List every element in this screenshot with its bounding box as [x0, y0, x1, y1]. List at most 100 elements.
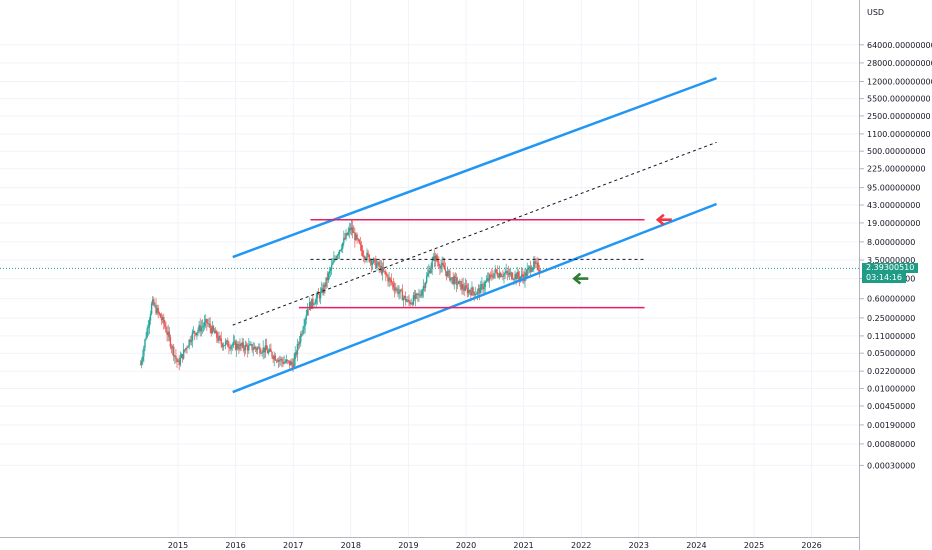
candle-body: [438, 261, 440, 266]
candle-body: [507, 272, 510, 275]
x-tick-label: 2023: [629, 541, 649, 550]
candle-body: [520, 274, 523, 277]
candle-body: [483, 286, 485, 290]
candle-body: [398, 292, 400, 294]
candle-body: [223, 345, 226, 346]
candle-body: [247, 346, 249, 351]
candle-body: [219, 336, 221, 339]
candle-body: [455, 277, 458, 285]
candle-body: [462, 284, 464, 289]
candle-body: [514, 274, 516, 280]
y-tick-label: 28000.00000000: [867, 59, 932, 68]
candle-body: [495, 269, 497, 272]
candle-body: [187, 346, 189, 348]
candle-body: [283, 362, 285, 364]
candle-body: [139, 364, 142, 366]
y-tick-label: 225.00000000: [867, 165, 926, 174]
candle-body: [274, 355, 277, 361]
candle-body: [453, 276, 455, 284]
candle-body: [191, 331, 194, 341]
candle-body: [303, 326, 305, 330]
candle-body: [338, 250, 341, 255]
candle-body: [210, 327, 212, 334]
price-axis[interactable]: 64000.00000000 28000.00000000 12000.000000…: [860, 41, 932, 471]
candle-body: [475, 293, 478, 295]
candle-body: [165, 326, 167, 333]
candle-body: [409, 301, 411, 305]
x-tick-label: 2024: [686, 541, 706, 550]
candle-body: [445, 271, 448, 277]
candle-body: [329, 269, 332, 271]
candle-body: [478, 288, 481, 294]
candle-body: [369, 260, 372, 262]
candle-body: [309, 302, 312, 309]
candle-body: [205, 319, 207, 322]
candle-body: [525, 272, 527, 276]
candle-body: [491, 274, 493, 277]
candle-body: [420, 295, 422, 297]
candle-body: [454, 276, 457, 278]
candle-body: [245, 344, 248, 347]
candle-body: [178, 360, 180, 365]
candle-body: [152, 299, 154, 304]
candle-body: [300, 333, 302, 343]
candle-body: [363, 256, 365, 257]
candle-body: [175, 355, 177, 359]
candle-body: [372, 258, 375, 263]
candle-body: [179, 358, 182, 365]
candle-body: [273, 355, 275, 360]
candle-body: [482, 284, 484, 290]
candle-body: [279, 359, 281, 361]
candle-body: [451, 277, 453, 278]
candle-body: [504, 273, 506, 274]
candle-body: [222, 345, 225, 347]
time-axis[interactable]: 2015 2016 2017 2018 2019 2020 2021 2022 2023 2024…: [168, 541, 822, 550]
candle-body: [503, 273, 505, 277]
candle-body: [285, 359, 288, 363]
candle-body: [463, 288, 465, 291]
candle-body: [336, 255, 338, 259]
candle-body: [518, 276, 521, 280]
candle-body: [208, 323, 210, 325]
arrow-left-icon: [655, 213, 672, 226]
candle-body: [424, 282, 427, 288]
candle-body: [499, 272, 502, 277]
candle-body: [360, 245, 363, 251]
candle-body: [493, 273, 495, 278]
x-tick-label: 2025: [744, 541, 764, 550]
candle-body: [332, 262, 334, 265]
candle-body: [488, 274, 491, 281]
candle-body: [431, 260, 433, 268]
candle-body: [404, 296, 407, 302]
candle-body: [349, 228, 352, 231]
y-tick-label: 0.01000000: [867, 384, 915, 393]
candle-body: [399, 289, 401, 293]
candle-body: [535, 262, 537, 264]
candle-body: [154, 305, 156, 306]
candle-body: [374, 258, 376, 260]
candle-body: [164, 323, 166, 327]
x-tick-label: 2015: [168, 541, 188, 550]
candle-body: [467, 289, 470, 294]
candle-body: [232, 341, 235, 346]
candle-body: [263, 347, 265, 353]
candle-body: [502, 276, 504, 278]
candle-body: [476, 290, 479, 294]
candle-body: [391, 282, 394, 284]
candle-body: [376, 264, 378, 269]
candle-body: [470, 291, 472, 296]
arrow-head: [655, 213, 665, 226]
candle-body: [442, 262, 444, 266]
candle-body: [428, 270, 430, 274]
candle-body: [168, 331, 170, 337]
candle-body: [484, 282, 486, 287]
candle-body: [284, 362, 286, 363]
candle-body: [170, 346, 173, 349]
candle-body: [158, 312, 161, 314]
candle-body: [430, 267, 432, 273]
x-tick-label: 2022: [571, 541, 591, 550]
candle-body: [229, 347, 231, 349]
candle-body: [379, 265, 381, 267]
candle-body: [319, 291, 322, 299]
